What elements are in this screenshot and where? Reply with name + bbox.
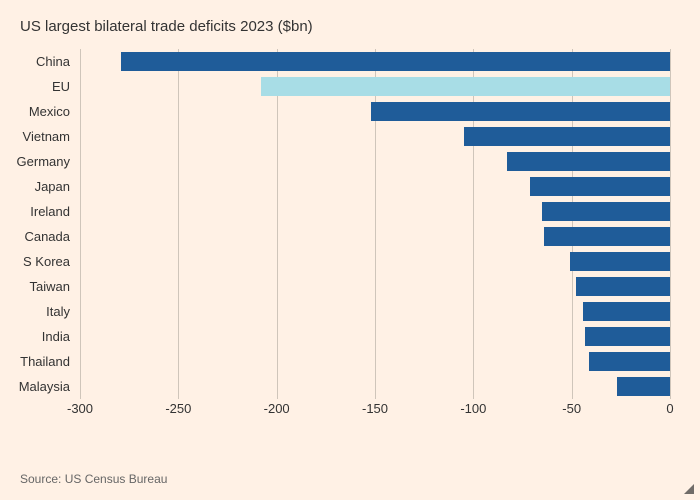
bar-row: Thailand — [80, 352, 670, 372]
bar — [507, 152, 670, 172]
x-axis-tick: -250 — [165, 401, 191, 416]
category-label: Canada — [24, 227, 80, 247]
x-axis-tick: -150 — [362, 401, 388, 416]
bar-row: Taiwan — [80, 277, 670, 297]
bar-row: Italy — [80, 302, 670, 322]
bar — [544, 227, 670, 247]
bar-row: Vietnam — [80, 127, 670, 147]
x-axis: -300-250-200-150-100-500 — [80, 401, 670, 421]
category-label: India — [42, 327, 80, 347]
bar — [464, 127, 671, 147]
x-axis-tick: -200 — [264, 401, 290, 416]
resize-corner-icon — [684, 484, 694, 494]
category-label: EU — [52, 77, 80, 97]
bar — [576, 277, 670, 297]
bar — [589, 352, 670, 372]
category-label: Vietnam — [23, 127, 80, 147]
chart-area: China EU Mexico Vietnam Germany Japan Ireland C… — [80, 49, 670, 429]
bar-row: Ireland — [80, 202, 670, 222]
x-axis-tick: -300 — [67, 401, 93, 416]
category-label: China — [36, 52, 80, 72]
category-label: Italy — [46, 302, 80, 322]
plot-region: China EU Mexico Vietnam Germany Japan Ireland C… — [80, 49, 670, 399]
bar — [570, 252, 670, 272]
x-axis-tick: -100 — [460, 401, 486, 416]
bar — [585, 327, 670, 347]
bar-row: China — [80, 52, 670, 72]
bar-row: Canada — [80, 227, 670, 247]
bar — [617, 377, 670, 397]
bar — [530, 177, 670, 197]
category-label: S Korea — [23, 252, 80, 272]
bar-row: Malaysia — [80, 377, 670, 397]
bar — [583, 302, 670, 322]
chart-title: US largest bilateral trade deficits 2023… — [20, 18, 680, 35]
bar-row: Japan — [80, 177, 670, 197]
bar-row: India — [80, 327, 670, 347]
bar-row: S Korea — [80, 252, 670, 272]
bar-row: EU — [80, 77, 670, 97]
category-label: Thailand — [20, 352, 80, 372]
bar-row: Germany — [80, 152, 670, 172]
bar-row: Mexico — [80, 102, 670, 122]
chart-source: Source: US Census Bureau — [20, 472, 167, 486]
x-axis-tick: -50 — [562, 401, 581, 416]
category-label: Germany — [17, 152, 80, 172]
bar — [261, 77, 670, 97]
chart-container: US largest bilateral trade deficits 2023… — [0, 0, 700, 500]
bar — [371, 102, 670, 122]
category-label: Japan — [35, 177, 80, 197]
x-axis-tick: 0 — [666, 401, 673, 416]
bar — [121, 52, 670, 72]
gridline — [670, 49, 671, 399]
bar — [542, 202, 670, 222]
category-label: Taiwan — [30, 277, 80, 297]
category-label: Malaysia — [19, 377, 80, 397]
category-label: Ireland — [30, 202, 80, 222]
category-label: Mexico — [29, 102, 80, 122]
